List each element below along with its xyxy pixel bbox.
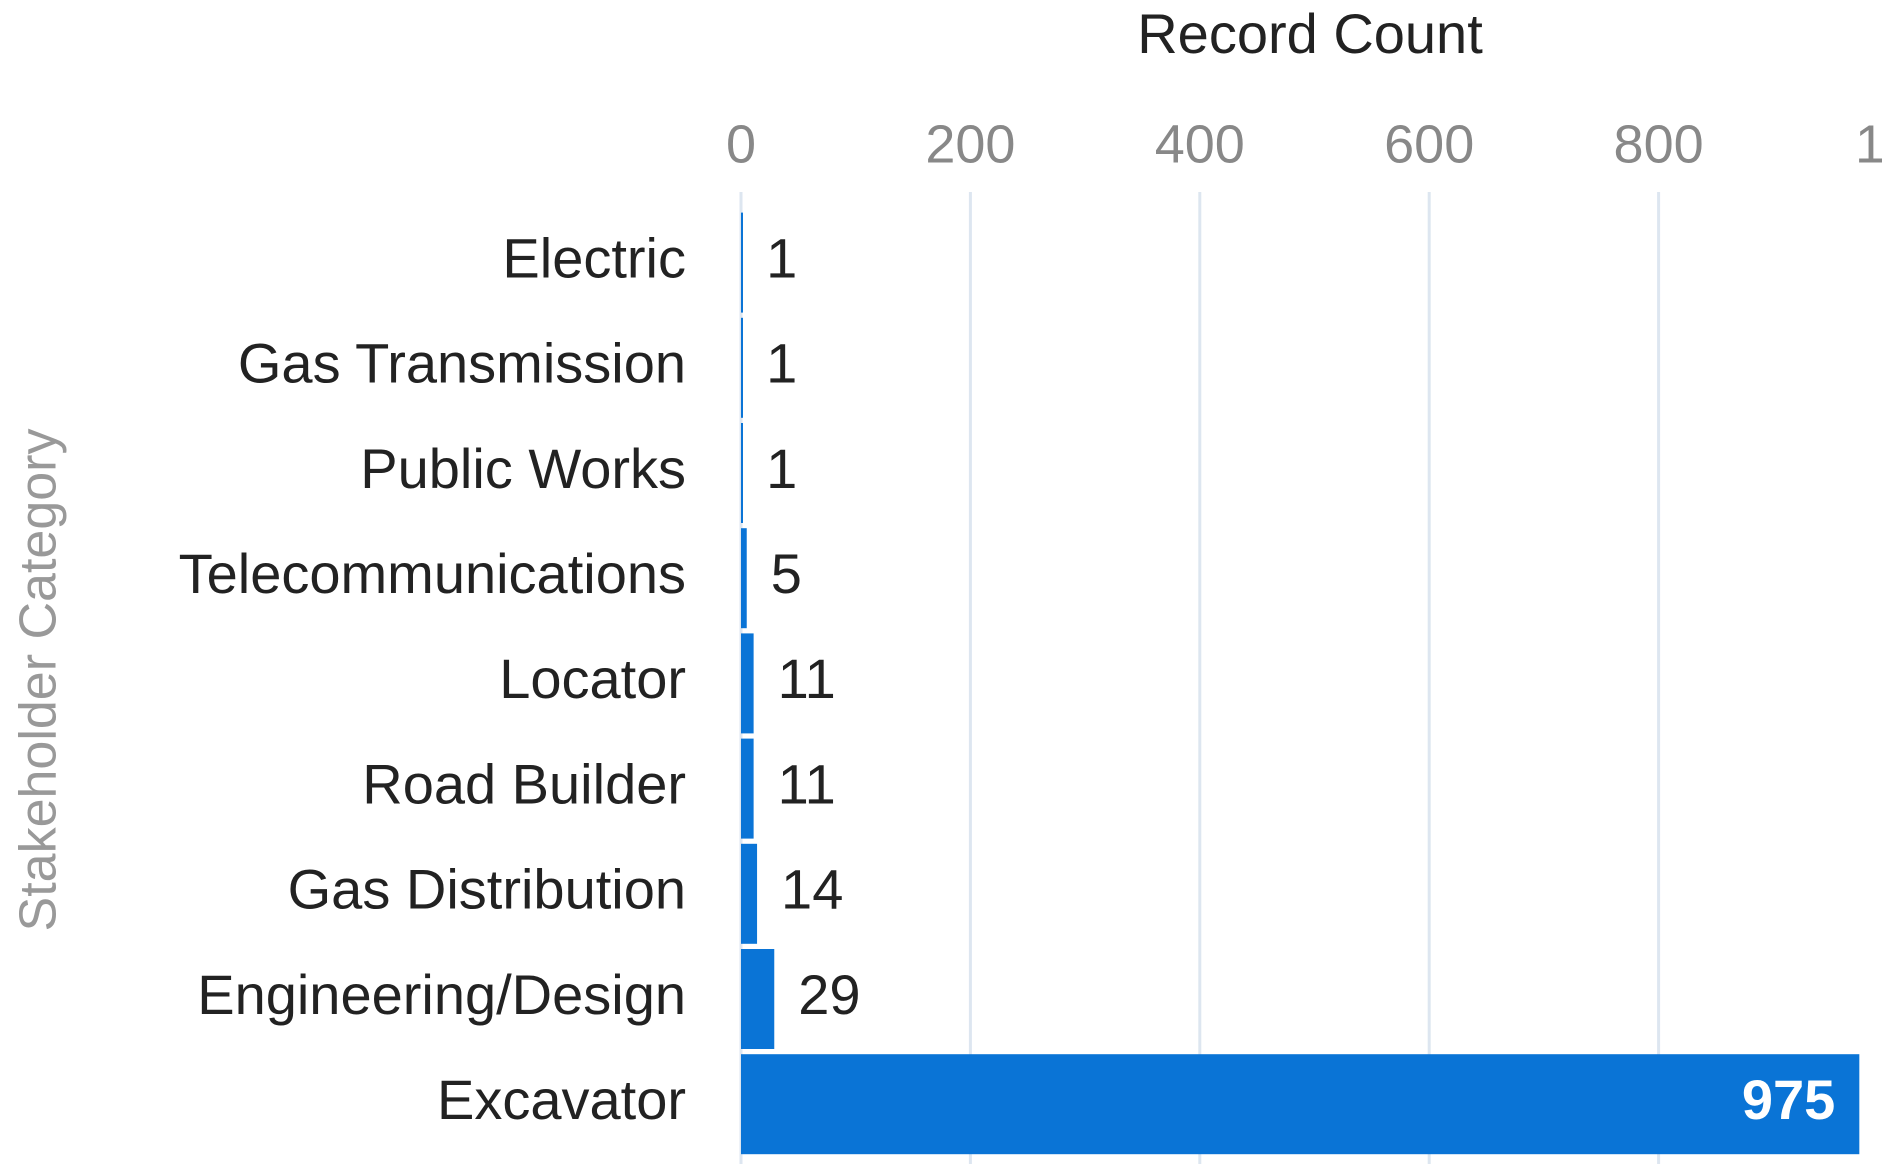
data-label: 11 — [778, 647, 836, 710]
y-tick-label: Gas Distribution — [288, 858, 686, 921]
y-tick-label: Engineering/Design — [197, 963, 686, 1026]
x-tick-label: 800 — [1614, 114, 1704, 174]
y-tick-label: Gas Transmission — [238, 332, 686, 395]
data-label: 14 — [781, 858, 843, 921]
data-label: 1 — [766, 226, 797, 289]
x-tick-label: 600 — [1384, 114, 1474, 174]
bar — [741, 317, 743, 418]
data-label: 29 — [798, 963, 860, 1026]
chart-title: Record Count — [1137, 2, 1483, 65]
bar — [741, 738, 754, 839]
bar — [741, 528, 747, 629]
bar — [741, 949, 775, 1049]
y-axis-label: Stakeholder Category — [10, 429, 68, 932]
data-label: 1 — [766, 437, 797, 500]
y-tick-label: Telecommunications — [179, 542, 686, 605]
bar — [741, 843, 758, 944]
x-tick-label: 0 — [726, 114, 756, 174]
data-label: 11 — [778, 752, 836, 815]
x-tick-label: 400 — [1155, 114, 1245, 174]
bar — [741, 633, 754, 734]
data-label: 1 — [766, 332, 797, 395]
bar — [741, 212, 743, 313]
data-label: 975 — [1742, 1068, 1835, 1131]
bar — [741, 1054, 1860, 1155]
data-label: 5 — [771, 542, 802, 605]
y-tick-label: Locator — [499, 647, 686, 710]
y-tick-label: Road Builder — [362, 752, 686, 815]
y-tick-label: Excavator — [437, 1068, 686, 1131]
x-tick-label: 1K — [1855, 114, 1882, 174]
bar — [741, 423, 743, 523]
x-tick-label: 200 — [925, 114, 1015, 174]
y-tick-label: Electric — [502, 226, 686, 289]
y-tick-label: Public Works — [360, 437, 686, 500]
